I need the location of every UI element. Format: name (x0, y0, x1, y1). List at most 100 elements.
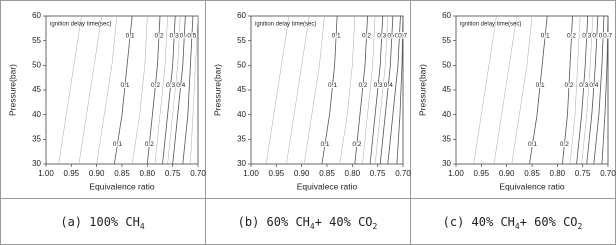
contour-label: 0.1 (113, 141, 122, 148)
contour-line (190, 15, 199, 165)
contour-label: 0.4 (592, 32, 601, 39)
contour-label: 0.4 (387, 32, 396, 39)
annotation: ignition delay time(sec) (50, 22, 111, 28)
y-tick-label: 55 (237, 36, 246, 45)
y-tick-label: 35 (442, 134, 451, 143)
x-tick-label: 0.90 (89, 169, 105, 178)
contour-line (369, 15, 384, 165)
contour-label: 0.4 (589, 82, 598, 89)
contour-line (379, 15, 394, 165)
contour-line (154, 15, 168, 165)
contour-line (569, 15, 581, 165)
contour-label: 0.2 (358, 82, 367, 89)
x-tick-label: 0.75 (165, 169, 181, 178)
contour-label: 0.2 (567, 32, 576, 39)
contour-label: 0.1 (126, 32, 135, 39)
contour-label: 0.5 (395, 32, 404, 39)
contour-line (601, 15, 609, 165)
x-tick-label: 0.70 (190, 169, 206, 178)
y-tick-label: 40 (32, 110, 41, 119)
y-axis-label: Pressure(bar) (7, 64, 17, 116)
contour-label: 0.4 (384, 82, 393, 89)
contour-line (529, 15, 548, 165)
contour-line (473, 15, 497, 165)
caption-part: 4 (515, 222, 520, 231)
y-tick-label: 40 (237, 110, 246, 119)
x-tick-label: 0.70 (395, 169, 411, 178)
x-tick-label: 0.90 (294, 169, 310, 178)
x-tick-label: 0.95 (64, 169, 80, 178)
contour-line (96, 15, 118, 165)
y-tick-label: 50 (237, 60, 246, 69)
caption: (c) 40% CH4+ 60% CO2 (443, 215, 583, 232)
x-tick-label: 0.90 (499, 169, 515, 178)
contour-label: 0.4 (176, 82, 185, 89)
contour-label: 0.2 (145, 141, 154, 148)
contour-line (362, 15, 376, 165)
contour-line (78, 15, 102, 165)
contour-line (593, 15, 605, 165)
contour-line (321, 15, 338, 165)
x-tick-label: 0.75 (370, 169, 386, 178)
contour-label: 0.1 (328, 82, 337, 89)
contour-line (114, 15, 133, 165)
caption-part: 2 (373, 222, 378, 231)
x-tick-label: 0.95 (474, 169, 490, 178)
caption-part: + 60% CO (520, 215, 578, 229)
y-tick-label: 35 (237, 134, 246, 143)
y-tick-label: 30 (32, 159, 41, 168)
contour-line (354, 15, 368, 165)
x-tick-label: 0.85 (524, 169, 540, 178)
contour-line (131, 15, 148, 165)
caption-part: 2 (578, 222, 583, 231)
contour-label: 0.3 (374, 82, 383, 89)
caption: (b) 60% CH4+ 40% CO2 (238, 215, 378, 232)
caption-part: 4 (140, 222, 145, 231)
contour-line (303, 15, 325, 165)
caption-part: (b) 60% CH (238, 215, 310, 229)
y-tick-label: 55 (32, 36, 41, 45)
y-axis-label: Pressure(bar) (212, 64, 222, 116)
contour-label: 0.5 (187, 32, 196, 39)
contour-label: 0.3 (582, 32, 591, 39)
contour-label: 0.1 (528, 141, 537, 148)
contour-line (146, 15, 161, 165)
contour-label: 0.7 (398, 32, 407, 39)
y-tick-label: 45 (237, 85, 246, 94)
y-axis-label: Pressure(bar) (417, 64, 427, 116)
x-tick-label: 0.80 (140, 169, 156, 178)
x-tick-label: 0.95 (269, 169, 285, 178)
contour-line (511, 15, 533, 165)
y-tick-label: 50 (32, 60, 41, 69)
contour-label: 0.2 (564, 82, 573, 89)
contour-line (576, 15, 589, 165)
x-axis-label: Equivalence ratio (499, 181, 564, 191)
contour-label: 0.5 (599, 32, 608, 39)
annotation: ignition delay time(sec) (255, 22, 316, 28)
x-axis-label: Equivalece ratio (297, 181, 358, 191)
contour-line (581, 15, 594, 165)
contour-line (562, 15, 573, 165)
x-tick-label: 1.00 (38, 169, 54, 178)
contour-label: 0.2 (151, 82, 160, 89)
y-tick-label: 55 (442, 36, 451, 45)
x-tick-label: 0.80 (550, 169, 566, 178)
contour-label: 0.2 (560, 141, 569, 148)
annotation: ignition delay time(sec) (460, 22, 521, 28)
contour-line (167, 15, 181, 165)
y-tick-label: 60 (32, 11, 41, 20)
contour-line (396, 15, 404, 165)
contour-line (162, 15, 176, 165)
y-tick-label: 35 (32, 134, 41, 143)
contour-label: 0.2 (352, 141, 361, 148)
x-axis-label: Equivalence ratio (89, 181, 154, 191)
contour-line (374, 15, 389, 165)
contour-label: 0.7 (603, 32, 612, 39)
y-tick-label: 60 (237, 11, 246, 20)
contour-line (586, 15, 599, 165)
y-tick-label: 50 (442, 60, 451, 69)
caption-part: (c) 40% CH (443, 215, 515, 229)
x-tick-label: 0.75 (575, 169, 591, 178)
contour-label: 0.1 (536, 82, 545, 89)
